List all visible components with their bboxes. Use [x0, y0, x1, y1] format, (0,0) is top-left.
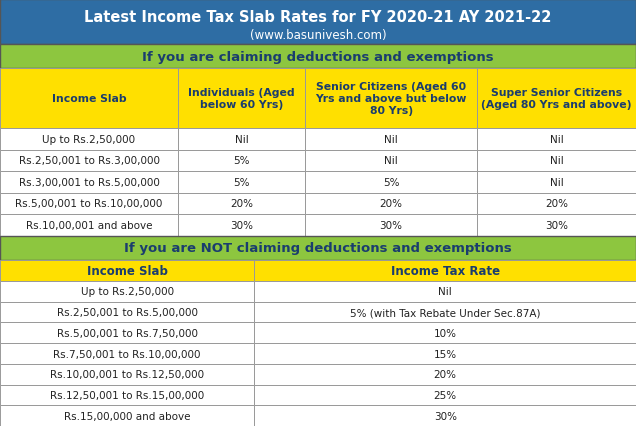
- Bar: [0, 385, 254, 405]
- Bar: [0, 150, 178, 172]
- Bar: [0, 405, 254, 426]
- Text: 15%: 15%: [434, 349, 457, 359]
- Text: Rs.2,50,001 to Rs.3,00,000: Rs.2,50,001 to Rs.3,00,000: [18, 156, 160, 166]
- Text: Income Slab: Income Slab: [52, 94, 127, 104]
- Text: Nil: Nil: [550, 156, 563, 166]
- Bar: [254, 364, 636, 385]
- Bar: [178, 69, 305, 129]
- Bar: [0, 302, 254, 322]
- Bar: [0, 0, 636, 45]
- Bar: [0, 215, 178, 236]
- Bar: [178, 150, 305, 172]
- Text: If you are claiming deductions and exemptions: If you are claiming deductions and exemp…: [142, 51, 494, 64]
- Bar: [0, 281, 254, 302]
- Bar: [0, 260, 254, 281]
- Bar: [0, 172, 178, 193]
- Bar: [305, 69, 477, 129]
- Bar: [254, 385, 636, 405]
- Bar: [477, 215, 636, 236]
- Text: Rs.5,00,001 to Rs.10,00,000: Rs.5,00,001 to Rs.10,00,000: [15, 199, 163, 209]
- Text: Up to Rs.2,50,000: Up to Rs.2,50,000: [81, 287, 174, 296]
- Text: Rs.10,00,001 to Rs.12,50,000: Rs.10,00,001 to Rs.12,50,000: [50, 369, 204, 379]
- Bar: [254, 405, 636, 426]
- Text: Super Senior Citizens
(Aged 80 Yrs and above): Super Senior Citizens (Aged 80 Yrs and a…: [481, 88, 632, 110]
- Text: Up to Rs.2,50,000: Up to Rs.2,50,000: [43, 135, 135, 144]
- Bar: [254, 302, 636, 322]
- Bar: [0, 364, 254, 385]
- Text: Nil: Nil: [550, 135, 563, 144]
- Bar: [305, 215, 477, 236]
- Bar: [0, 45, 636, 69]
- Bar: [305, 193, 477, 215]
- Text: 30%: 30%: [230, 220, 253, 230]
- Bar: [477, 150, 636, 172]
- Text: Rs.10,00,001 and above: Rs.10,00,001 and above: [26, 220, 152, 230]
- Text: Nil: Nil: [384, 156, 398, 166]
- Bar: [0, 343, 254, 364]
- Text: (www.basunivesh.com): (www.basunivesh.com): [250, 29, 386, 42]
- Text: Income Tax Rate: Income Tax Rate: [391, 264, 500, 277]
- Text: 20%: 20%: [380, 199, 403, 209]
- Text: Nil: Nil: [438, 287, 452, 296]
- Text: Rs.3,00,001 to Rs.5,00,000: Rs.3,00,001 to Rs.5,00,000: [18, 177, 160, 187]
- Text: Individuals (Aged
below 60 Yrs): Individuals (Aged below 60 Yrs): [188, 88, 295, 110]
- Bar: [254, 343, 636, 364]
- Text: Latest Income Tax Slab Rates for FY 2020-21 AY 2021-22: Latest Income Tax Slab Rates for FY 2020…: [85, 10, 551, 25]
- Text: Nil: Nil: [235, 135, 249, 144]
- Bar: [178, 193, 305, 215]
- Text: Nil: Nil: [384, 135, 398, 144]
- Text: Rs.15,00,000 and above: Rs.15,00,000 and above: [64, 411, 190, 420]
- Text: 5% (with Tax Rebate Under Sec.87A): 5% (with Tax Rebate Under Sec.87A): [350, 307, 541, 317]
- Text: 20%: 20%: [230, 199, 253, 209]
- Bar: [477, 172, 636, 193]
- Bar: [477, 69, 636, 129]
- Text: Senior Citizens (Aged 60
Yrs and above but below
80 Yrs): Senior Citizens (Aged 60 Yrs and above b…: [315, 82, 467, 116]
- Bar: [0, 322, 254, 343]
- Bar: [254, 260, 636, 281]
- Text: Rs.12,50,001 to Rs.15,00,000: Rs.12,50,001 to Rs.15,00,000: [50, 390, 204, 400]
- Bar: [305, 172, 477, 193]
- Text: Rs.2,50,001 to Rs.5,00,000: Rs.2,50,001 to Rs.5,00,000: [57, 307, 198, 317]
- Text: 5%: 5%: [233, 156, 250, 166]
- Text: Nil: Nil: [550, 177, 563, 187]
- Bar: [477, 193, 636, 215]
- Bar: [178, 129, 305, 150]
- Bar: [254, 281, 636, 302]
- Text: 25%: 25%: [434, 390, 457, 400]
- Bar: [0, 236, 636, 260]
- Text: 20%: 20%: [434, 369, 457, 379]
- Text: 5%: 5%: [233, 177, 250, 187]
- Bar: [305, 150, 477, 172]
- Bar: [178, 172, 305, 193]
- Bar: [0, 69, 178, 129]
- Bar: [178, 215, 305, 236]
- Bar: [254, 322, 636, 343]
- Text: If you are NOT claiming deductions and exemptions: If you are NOT claiming deductions and e…: [124, 242, 512, 254]
- Text: Income Slab: Income Slab: [86, 264, 168, 277]
- Bar: [0, 129, 178, 150]
- Text: 30%: 30%: [380, 220, 403, 230]
- Text: 5%: 5%: [383, 177, 399, 187]
- Text: Rs.5,00,001 to Rs.7,50,000: Rs.5,00,001 to Rs.7,50,000: [57, 328, 198, 338]
- Bar: [0, 193, 178, 215]
- Bar: [305, 129, 477, 150]
- Text: Rs.7,50,001 to Rs.10,00,000: Rs.7,50,001 to Rs.10,00,000: [53, 349, 201, 359]
- Text: 30%: 30%: [434, 411, 457, 420]
- Text: 30%: 30%: [545, 220, 568, 230]
- Bar: [477, 129, 636, 150]
- Text: 10%: 10%: [434, 328, 457, 338]
- Text: 20%: 20%: [545, 199, 568, 209]
